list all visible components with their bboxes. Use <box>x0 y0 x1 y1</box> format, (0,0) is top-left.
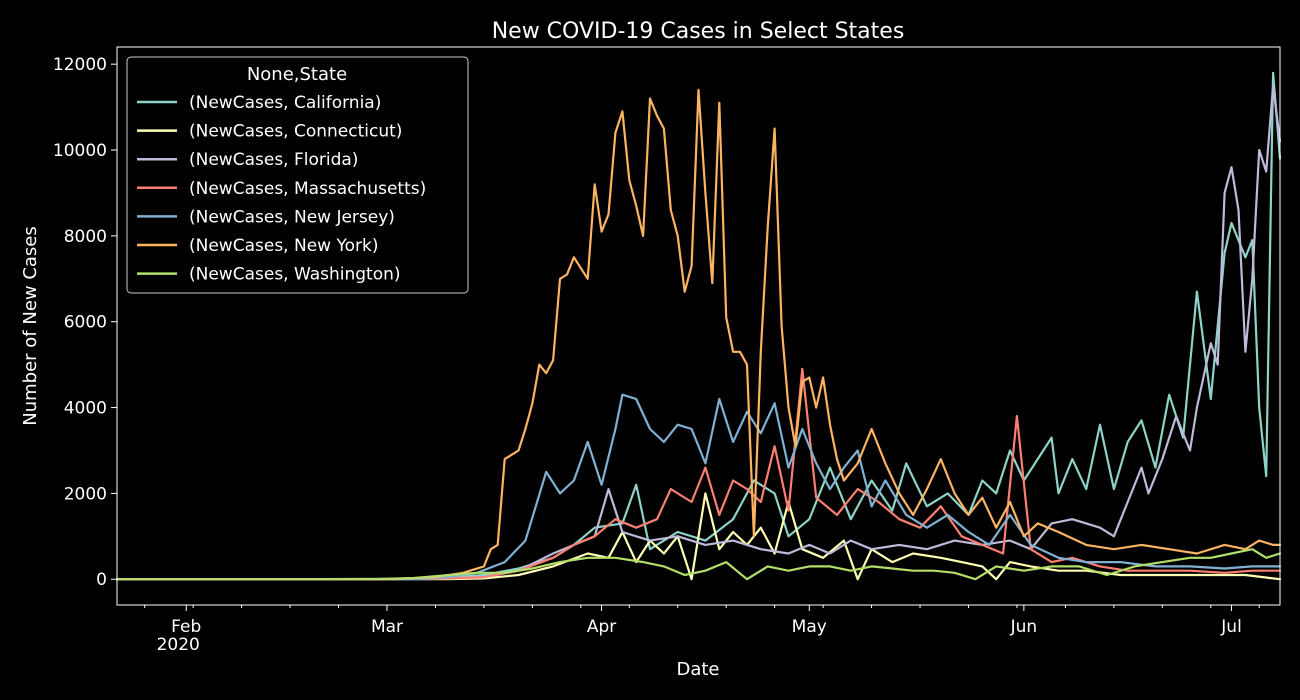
legend-label: (NewCases, Florida) <box>189 150 358 170</box>
y-tick-label: 12000 <box>53 55 107 75</box>
x-tick-label: Mar <box>371 617 403 637</box>
y-tick-label: 4000 <box>64 399 107 419</box>
legend-entries: (NewCases, California) (NewCases, Connect… <box>137 93 426 285</box>
chart-title: New COVID-19 Cases in Select States <box>492 19 905 44</box>
series-line-2 <box>115 84 1282 581</box>
series-line-5 <box>115 88 1282 581</box>
y-tick-label: 6000 <box>64 313 107 333</box>
legend: None,State (NewCases, California)(NewCas… <box>126 56 469 294</box>
y-axis-label: Number of New Cases <box>20 226 41 426</box>
y-tick-label: 2000 <box>64 484 107 504</box>
x-tick-label: May <box>792 617 827 637</box>
x-tick-sublabel: 2020 <box>157 635 200 655</box>
legend-label: (NewCases, Massachusetts) <box>189 179 426 199</box>
x-tick-label: Apr <box>587 617 616 637</box>
y-tick-label: 0 <box>96 570 107 590</box>
x-axis-label: Date <box>676 659 719 680</box>
y-tick-label: 8000 <box>64 227 107 247</box>
x-tick-label: Feb <box>171 617 201 637</box>
x-tick-label: Jun <box>1010 617 1038 637</box>
series-line-6 <box>115 548 1282 581</box>
legend-label: (NewCases, Connecticut) <box>189 122 402 142</box>
series-line-1 <box>115 492 1282 581</box>
legend-title: None,State <box>247 64 347 85</box>
legend-label: (NewCases, New York) <box>189 236 378 256</box>
y-tick-label: 10000 <box>53 141 107 161</box>
series-line-3 <box>115 367 1282 581</box>
plot-area <box>115 46 1282 606</box>
legend-box <box>126 56 469 294</box>
plot-frame <box>116 46 1281 606</box>
legend-label: (NewCases, Washington) <box>189 265 401 285</box>
series-line-4 <box>115 393 1282 581</box>
x-tick-label: Jul <box>1220 617 1242 637</box>
legend-label: (NewCases, California) <box>189 93 381 113</box>
legend-label: (NewCases, New Jersey) <box>189 207 395 227</box>
y-axis: 0 2000 4000 6000 8000 10000 12000 <box>53 55 117 590</box>
series-layer <box>115 71 1282 581</box>
